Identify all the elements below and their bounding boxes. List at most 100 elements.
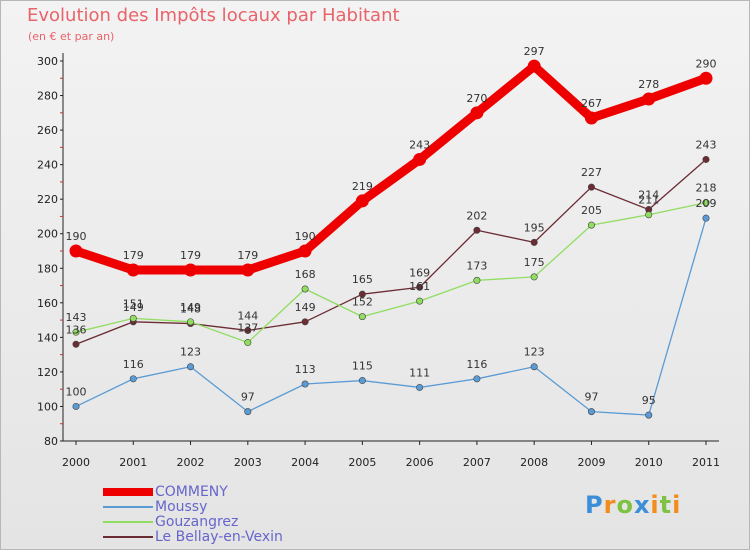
series-line-moussy: [75, 217, 707, 416]
data-point: [301, 380, 309, 388]
legend-swatch-le-bellay-en-vexin: [103, 536, 153, 538]
data-point: [699, 71, 713, 85]
data-label: 195: [524, 221, 545, 234]
data-label: 290: [696, 57, 717, 70]
data-label: 168: [295, 268, 316, 281]
chart-title: Evolution des Impôts locaux par Habitant: [27, 5, 400, 26]
data-label: 144: [237, 309, 258, 322]
legend-label-comneny: COMMENY: [155, 484, 228, 500]
data-point: [184, 263, 198, 277]
data-point: [416, 383, 424, 391]
data-label: 169: [409, 266, 430, 279]
data-label: 97: [584, 391, 598, 404]
data-label: 137: [237, 322, 258, 335]
legend-swatch-gouzangrez: [103, 521, 153, 523]
data-label: 202: [466, 209, 487, 222]
data-point: [470, 106, 484, 120]
x-tick-label: 2000: [62, 456, 90, 469]
data-point: [72, 340, 80, 348]
logo-letter: t: [659, 491, 673, 519]
data-label: 136: [66, 323, 87, 336]
x-tick-label: 2005: [348, 456, 376, 469]
data-label: 111: [409, 366, 430, 379]
data-label: 116: [123, 358, 144, 371]
logo-letter: i: [672, 491, 682, 519]
logo-letter: x: [633, 491, 651, 519]
legend-swatch-comneny: [103, 488, 153, 496]
data-point: [244, 326, 252, 334]
data-point: [355, 194, 369, 208]
data-label: 123: [180, 346, 201, 359]
data-label: 173: [466, 259, 487, 272]
data-label: 115: [352, 360, 373, 373]
y-tick-label: 100: [37, 400, 58, 413]
data-point: [126, 263, 140, 277]
series-layer: [69, 59, 713, 419]
data-label: 243: [696, 138, 717, 151]
data-point: [244, 339, 252, 347]
x-tick-label: 2001: [119, 456, 147, 469]
data-label: 211: [638, 194, 659, 207]
data-label: 190: [66, 230, 87, 243]
data-point: [473, 226, 481, 234]
logo-letter: P: [585, 491, 604, 519]
data-point: [530, 363, 538, 371]
data-point: [645, 211, 653, 219]
data-label: 100: [66, 385, 87, 398]
legend-label-gouzangrez: Gouzangrez: [155, 514, 239, 530]
data-label: 151: [123, 297, 144, 310]
data-point: [584, 111, 598, 125]
data-point: [298, 244, 312, 258]
data-point: [587, 221, 595, 229]
data-label: 218: [696, 182, 717, 195]
data-point: [187, 363, 195, 371]
y-tick-label: 200: [37, 228, 58, 241]
data-label: 149: [123, 301, 144, 314]
data-label: 205: [581, 204, 602, 217]
y-tick-label: 280: [37, 90, 58, 103]
y-tick-label: 220: [37, 193, 58, 206]
data-point: [129, 375, 137, 383]
data-point: [642, 92, 656, 106]
legend-label-le-bellay-en-vexin: Le Bellay-en-Vexin: [155, 529, 283, 545]
y-tick-label: 240: [37, 159, 58, 172]
data-label: 152: [352, 296, 373, 309]
data-point: [129, 314, 137, 322]
data-label: 149: [295, 301, 316, 314]
y-tick-label: 140: [37, 331, 58, 344]
x-tick-label: 2002: [177, 456, 205, 469]
data-label: 297: [524, 45, 545, 58]
data-label: 95: [642, 394, 656, 407]
data-label: 190: [295, 230, 316, 243]
data-point: [473, 375, 481, 383]
data-label: 175: [524, 256, 545, 269]
data-label: 179: [123, 249, 144, 262]
data-point: [358, 377, 366, 385]
data-label: 278: [638, 78, 659, 91]
data-label: 270: [466, 92, 487, 105]
data-point: [301, 285, 309, 293]
data-label: 179: [237, 249, 258, 262]
y-tick-label: 260: [37, 124, 58, 137]
data-point: [187, 318, 195, 326]
logo-letter: i: [650, 491, 660, 519]
data-label: 149: [180, 301, 201, 314]
data-label: 113: [295, 363, 316, 376]
data-point: [69, 244, 83, 258]
data-label: 227: [581, 166, 602, 179]
data-point: [527, 59, 541, 73]
data-point: [416, 283, 424, 291]
data-label: 165: [352, 273, 373, 286]
y-tick-label: 120: [37, 366, 58, 379]
data-point: [358, 290, 366, 298]
data-point: [413, 152, 427, 166]
data-labels: 190 179 179 179 190 219 243 270 297 267 278 290 100 1…: [66, 45, 717, 407]
data-point: [587, 408, 595, 416]
data-label: 116: [466, 358, 487, 371]
data-point: [358, 313, 366, 321]
y-tick-label: 180: [37, 262, 58, 275]
x-tick-label: 2004: [291, 456, 319, 469]
x-tick-label: 2003: [234, 456, 262, 469]
data-label: 143: [66, 311, 87, 324]
